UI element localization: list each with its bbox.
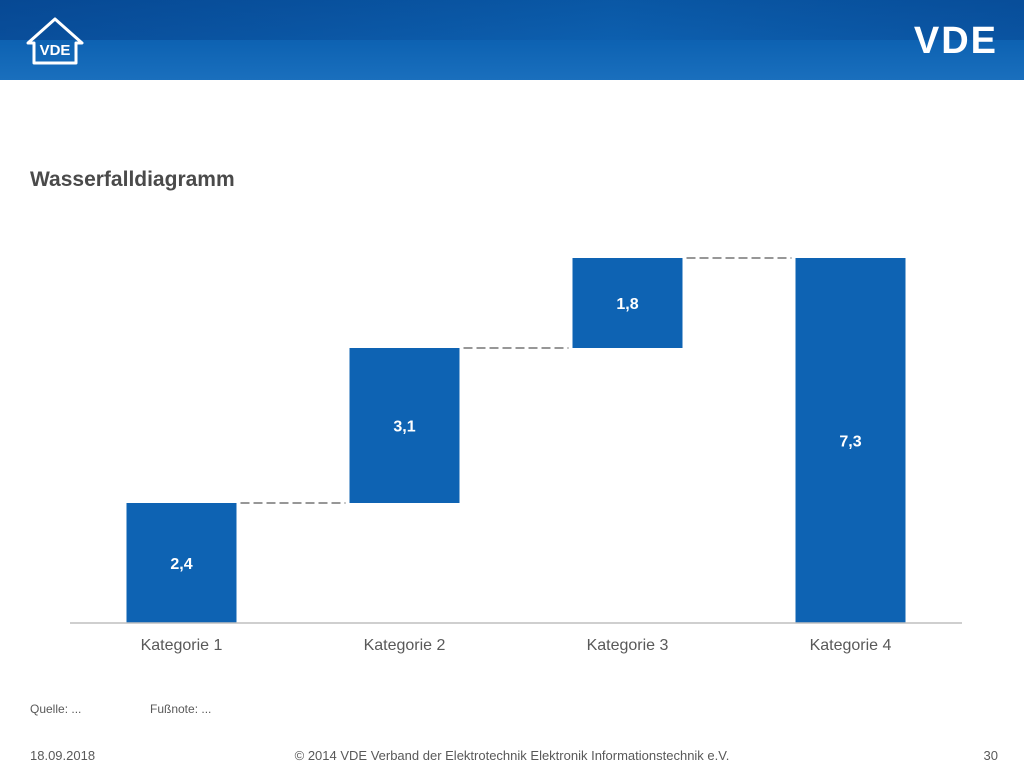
header-stripe xyxy=(0,0,1024,40)
bar-value-label-2: 3,1 xyxy=(393,419,415,436)
header-bar: VDE VDE xyxy=(0,0,1024,80)
bar-3 xyxy=(572,258,683,348)
footer-date: 18.09.2018 xyxy=(30,748,96,763)
bar-1 xyxy=(126,503,237,623)
bar-value-label-3: 1,8 xyxy=(616,296,638,313)
source-note: Quelle: ... xyxy=(30,702,82,716)
value-labels-group: 2,4 3,1 1,8 7,3 xyxy=(170,296,861,573)
svg-text:VDE: VDE xyxy=(914,22,998,58)
bar-value-label-4: 7,3 xyxy=(839,434,861,451)
footer-copyright: © 2014 VDE Verband der Elektrotechnik El… xyxy=(294,748,730,763)
category-labels-group: Kategorie 1 Kategorie 2 Kategorie 3 Kategor… xyxy=(141,637,892,654)
category-label-4: Kategorie 4 xyxy=(810,637,892,654)
bar-4 xyxy=(795,258,906,623)
page-title: Wasserfalldiagramm xyxy=(30,168,235,191)
svg-text:VDE: VDE xyxy=(40,42,71,59)
category-label-3: Kategorie 3 xyxy=(587,637,669,654)
footer-page-number: 30 xyxy=(983,748,998,763)
vde-wordmark-logo: VDE xyxy=(914,22,998,58)
vde-seal-logo: VDE xyxy=(26,17,84,65)
footnote: Fußnote: ... xyxy=(150,702,212,716)
bar-2 xyxy=(349,348,460,503)
bars-group xyxy=(126,258,906,623)
category-label-1: Kategorie 1 xyxy=(141,637,223,654)
bar-value-label-1: 2,4 xyxy=(170,556,192,573)
connectors-group xyxy=(240,257,792,504)
category-label-2: Kategorie 2 xyxy=(364,637,446,654)
